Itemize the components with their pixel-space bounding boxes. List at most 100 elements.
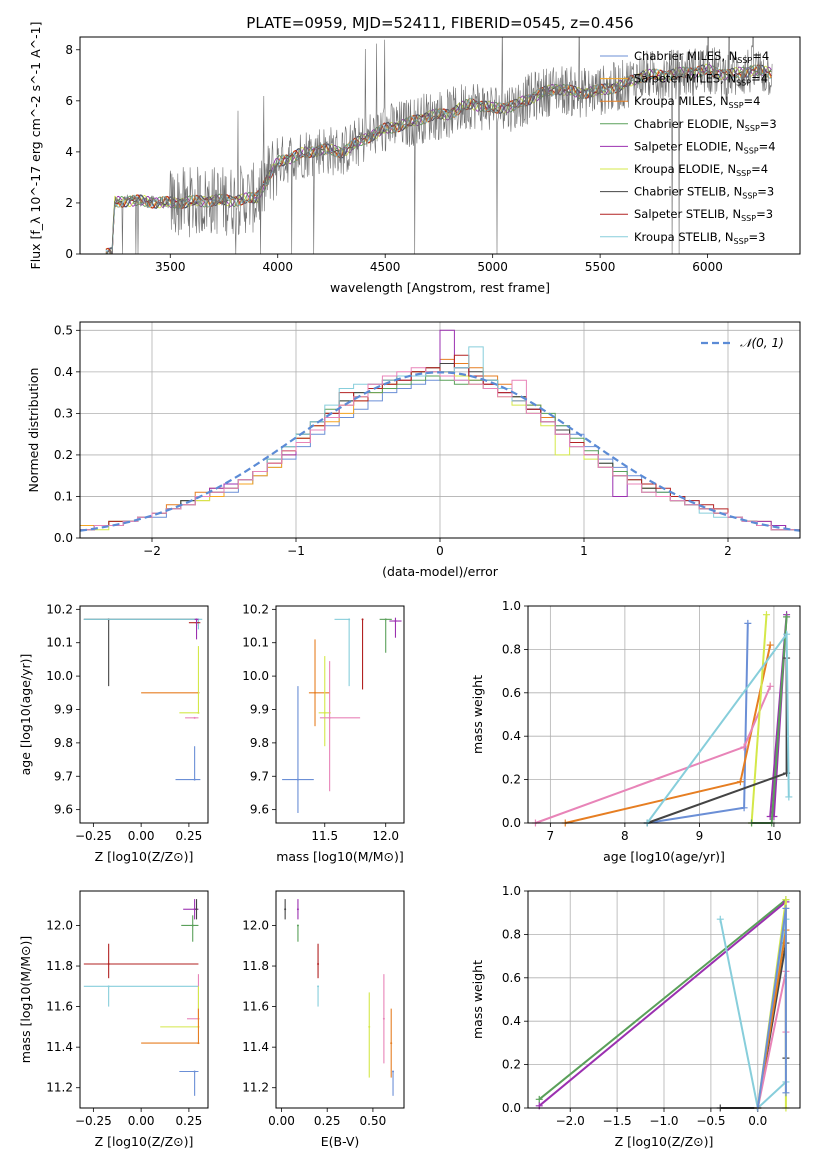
y-tick-label: 9.7	[54, 769, 73, 783]
spectrum-lines	[105, 37, 773, 254]
y-tick-label: 9.7	[250, 769, 269, 783]
y-tick-label: 9.6	[54, 803, 73, 817]
legend-label: Salpeter ELODIE, NSSP=4	[634, 139, 776, 155]
legend-label: Salpeter STELIB, NSSP=3	[634, 207, 773, 223]
x-tick-label: −0.5	[696, 1114, 725, 1128]
figure-title: PLATE=0959, MJD=52411, FIBERID=0545, z=0…	[246, 14, 633, 32]
data-point	[197, 711, 200, 714]
x-axis-label: E(B-V)	[321, 1134, 360, 1149]
x-tick-label: 0.25	[176, 829, 203, 843]
x-tick-label: 6000	[692, 260, 723, 274]
y-tick-label: 11.8	[46, 959, 73, 973]
weight-marker	[785, 793, 793, 801]
data-point	[384, 618, 387, 621]
data-point	[328, 716, 331, 719]
x-tick-label: −2	[143, 544, 161, 558]
x-tick-label: 0.0	[748, 1114, 767, 1128]
y-tick-label: 11.2	[242, 1081, 269, 1095]
y-tick-label: 1.0	[502, 599, 521, 613]
spectrum-legend: Chabrier MILES, NSSP=4 Salpeter MILES, NS…	[600, 49, 777, 246]
y-tick-label: 4	[65, 145, 73, 159]
data-spectrum-line	[105, 37, 773, 254]
weight-marker	[744, 619, 752, 627]
gaussian-curve	[79, 371, 801, 532]
data-point	[296, 924, 299, 927]
data-point	[296, 778, 299, 781]
y-tick-label: 0.2	[502, 773, 521, 787]
y-tick-label: 12.0	[242, 918, 269, 932]
y-tick-label: 0.0	[502, 816, 521, 830]
axes-frame	[79, 890, 209, 1109]
legend-label: Kroupa ELODIE, NSSP=4	[634, 162, 768, 178]
weight-marker	[783, 630, 791, 638]
x-tick-label: 0	[436, 544, 444, 558]
x-axis-label: Z [log10(Z/Z⊙)]	[95, 849, 194, 864]
y-tick-label: 9.6	[250, 803, 269, 817]
x-tick-label: −1	[287, 544, 305, 558]
y-tick-label: 1.0	[502, 884, 521, 898]
y-tick-label: 0.8	[502, 642, 521, 656]
axes-mass-vs-Z: −0.25 0.00 0.25 11.2 11.4 11.6 11.8 12.0 Z [log1…	[18, 918, 202, 1149]
x-tick-label: 1	[580, 544, 588, 558]
y-tick-label: 11.8	[242, 959, 269, 973]
data-point	[193, 716, 196, 719]
weight-marker	[762, 611, 770, 619]
y-axis-label: mass [log10(M/M⊙)]	[18, 936, 33, 1064]
x-axis-label: wavelength [Angstrom, rest frame]	[330, 280, 550, 295]
y-tick-label: 0.4	[54, 365, 73, 379]
data-point	[317, 985, 320, 988]
x-tick-label: 0.00	[128, 829, 155, 843]
legend-label: Chabrier ELODIE, NSSP=3	[634, 117, 777, 133]
data-point	[323, 711, 326, 714]
x-tick-label: 4500	[370, 260, 401, 274]
weight-marker	[740, 743, 748, 751]
y-tick-label: 0.3	[54, 406, 73, 420]
data-point	[394, 620, 397, 623]
data-point	[390, 1042, 393, 1045]
weight-marker	[535, 1095, 543, 1103]
data-point	[368, 1025, 371, 1028]
data-point	[361, 618, 364, 621]
histograms	[79, 329, 801, 538]
y-tick-label: 9.8	[54, 736, 73, 750]
x-tick-label: 9	[696, 829, 704, 843]
weight-marker	[740, 804, 748, 812]
y-tick-label: 11.6	[46, 1000, 73, 1014]
errorbars-age-vs-Z	[83, 618, 203, 781]
y-tick-label: 0.0	[54, 531, 73, 545]
x-tick-label: −1.0	[649, 1114, 678, 1128]
axes-mass-vs-EBV: 0.00 0.25 0.50 11.2 11.4 11.6 11.8 12.0 E(B-V)	[242, 918, 386, 1149]
weight-marker	[782, 904, 790, 912]
x-tick-label: −2.0	[556, 1114, 585, 1128]
y-tick-label: 0	[65, 247, 73, 261]
legend-label: Chabrier MILES, NSSP=4	[634, 49, 769, 65]
y-tick-label: 10.1	[242, 636, 269, 650]
x-tick-label: 8	[621, 829, 629, 843]
y-tick-label: 9.8	[250, 736, 269, 750]
y-tick-label: 0.2	[54, 448, 73, 462]
y-tick-label: 10.2	[242, 602, 269, 616]
axes-age-vs-mass: 11.5 12.0 9.6 9.7 9.8 9.9 10.0 10.1 10.2 mass [lo…	[242, 602, 404, 864]
y-tick-label: 11.4	[242, 1040, 269, 1054]
x-tick-label: 11.5	[311, 829, 338, 843]
data-point	[348, 618, 351, 621]
x-tick-label: 7	[547, 829, 555, 843]
data-point	[317, 963, 320, 966]
x-tick-label: 0.00	[128, 1114, 155, 1128]
x-tick-label: 3500	[155, 260, 186, 274]
axes-frame	[275, 890, 405, 1109]
legend-label: 𝒩(0, 1)	[740, 336, 784, 350]
weight-marker	[782, 1089, 790, 1097]
weight-lines-weight-vs-Z	[535, 896, 790, 1112]
x-tick-label: 5500	[585, 260, 616, 274]
x-axis-label: Z [log10(Z/Z⊙)]	[95, 1134, 194, 1149]
axes-frame	[79, 36, 801, 255]
weight-series-line	[538, 901, 787, 1107]
y-axis-label: age [log10(age/yr)]	[18, 654, 33, 776]
data-point	[392, 1070, 395, 1073]
y-tick-label: 12.0	[46, 918, 73, 932]
y-tick-label: 10.0	[46, 669, 73, 683]
y-tick-label: 0.6	[502, 971, 521, 985]
data-point	[195, 618, 198, 621]
y-axis-label: mass weight	[470, 675, 485, 754]
